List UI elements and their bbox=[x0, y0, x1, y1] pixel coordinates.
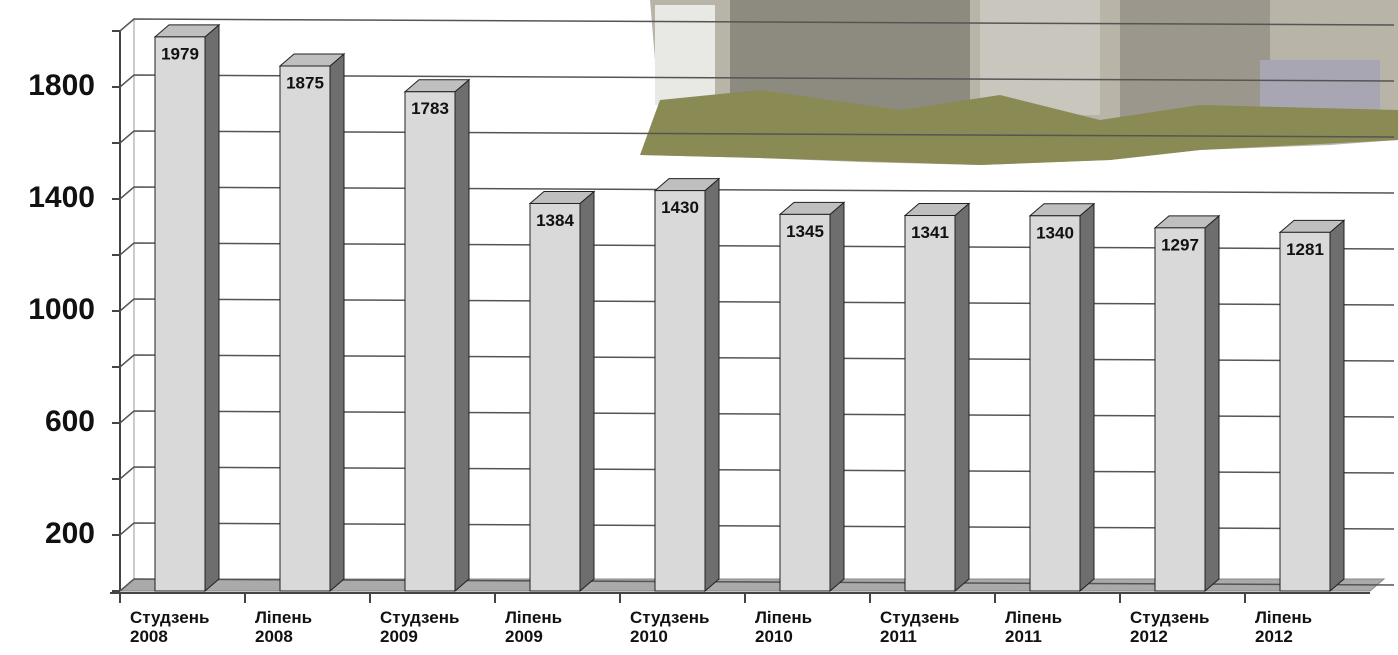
bar bbox=[780, 214, 830, 591]
y-tick-label: 1000 bbox=[28, 293, 95, 326]
bar bbox=[155, 37, 205, 591]
bar-side bbox=[705, 179, 719, 591]
y-tick-label: 600 bbox=[45, 405, 95, 438]
x-tick-label-line: 2008 bbox=[130, 627, 168, 646]
x-tick-label-line: Ліпень bbox=[755, 608, 812, 627]
bar bbox=[1030, 216, 1080, 591]
x-tick-label-line: 2012 bbox=[1255, 627, 1293, 646]
bar-side bbox=[955, 204, 969, 591]
bar-side bbox=[330, 54, 344, 591]
x-tick-label-line: 2009 bbox=[380, 627, 418, 646]
x-tick-label-line: Студзень bbox=[130, 608, 209, 627]
x-tick-label-line: 2011 bbox=[1005, 627, 1042, 646]
value-label: 1341 bbox=[911, 223, 949, 242]
y-tick-label: 1800 bbox=[28, 69, 95, 102]
bar-side bbox=[1330, 220, 1344, 591]
value-label: 1430 bbox=[661, 198, 699, 217]
x-tick-label-line: 2010 bbox=[755, 627, 793, 646]
x-tick-label-line: Ліпень bbox=[255, 608, 312, 627]
value-label: 1281 bbox=[1286, 240, 1324, 259]
bar bbox=[1155, 228, 1205, 591]
value-label: 1340 bbox=[1036, 223, 1074, 242]
x-tick-label-line: 2008 bbox=[255, 627, 293, 646]
bar-side bbox=[830, 202, 844, 591]
bar-side bbox=[455, 80, 469, 591]
x-tick-label-line: Ліпень bbox=[1005, 608, 1062, 627]
value-label: 1345 bbox=[786, 222, 824, 241]
bar bbox=[655, 191, 705, 591]
x-tick-label-line: 2012 bbox=[1130, 627, 1168, 646]
value-label: 1783 bbox=[411, 99, 449, 118]
x-tick-label-line: 2010 bbox=[630, 627, 668, 646]
y-tick-label: 1400 bbox=[28, 181, 95, 214]
bar-side bbox=[580, 191, 594, 591]
value-label: 1297 bbox=[1161, 235, 1199, 254]
bar-side bbox=[205, 25, 219, 591]
bar bbox=[905, 216, 955, 591]
bar-side bbox=[1205, 216, 1219, 591]
bar bbox=[280, 66, 330, 591]
x-tick-label-line: Студзень bbox=[1130, 608, 1209, 627]
x-tick-label-line: Ліпень bbox=[505, 608, 562, 627]
x-tick-label-line: Ліпень bbox=[1255, 608, 1312, 627]
chart: 2006001000140018001979Студзень20081875Лі… bbox=[0, 0, 1398, 655]
bar bbox=[405, 92, 455, 591]
x-tick-label-line: Студзень bbox=[880, 608, 959, 627]
x-tick-label-line: 2009 bbox=[505, 627, 543, 646]
x-tick-label-line: Студзень bbox=[380, 608, 459, 627]
value-label: 1875 bbox=[286, 73, 324, 92]
bar-side bbox=[1080, 204, 1094, 591]
bar bbox=[1280, 232, 1330, 591]
value-label: 1384 bbox=[536, 211, 574, 230]
value-label: 1979 bbox=[161, 44, 199, 63]
x-tick-label-line: 2011 bbox=[880, 627, 917, 646]
bar bbox=[530, 203, 580, 591]
x-tick-label-line: Студзень bbox=[630, 608, 709, 627]
y-tick-label: 200 bbox=[45, 517, 95, 550]
